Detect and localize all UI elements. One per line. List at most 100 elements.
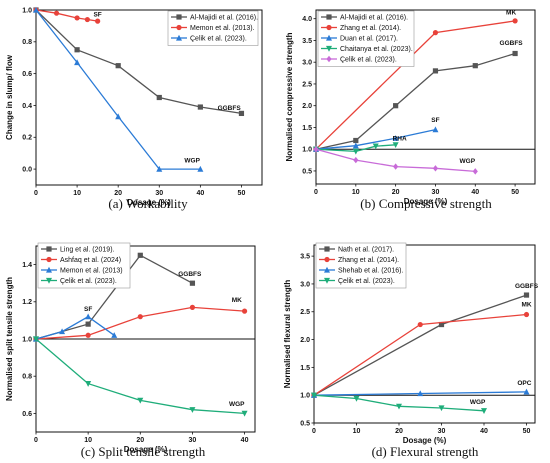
plot-frame: [35, 9, 263, 186]
data-point: [417, 321, 423, 328]
x-tick-label: 10: [84, 437, 92, 444]
data-point: [241, 308, 248, 314]
y-tick-label: 2.5: [300, 309, 310, 316]
data-point: [85, 381, 92, 387]
data-point: [74, 59, 81, 66]
series-3: [33, 6, 204, 172]
data-point: [84, 16, 90, 23]
legend-entry: Ling et al. (2019).: [60, 246, 115, 253]
data-point: [472, 63, 478, 69]
y-tick-label: 3.0: [302, 60, 312, 67]
annotation-label: WGP: [184, 158, 200, 165]
x-tick-label: 50: [523, 428, 531, 435]
x-tick-label: 10: [352, 189, 360, 196]
data-point: [512, 50, 518, 57]
legend-entry: Shehab et al. (2016).: [338, 267, 403, 274]
legend-entry: Al-Majidi et al. (2016).: [190, 14, 258, 21]
legend: Al-Majidi et al. (2016). Zhang et al. (20…: [317, 10, 415, 67]
y-tick-label: 3.5: [302, 38, 312, 45]
series-2: [33, 304, 248, 342]
x-tick-label: 40: [241, 437, 249, 444]
data-point: [33, 6, 39, 13]
legend-swatch-marker: [46, 266, 52, 273]
annotation-label: OPC: [517, 380, 531, 387]
data-point: [417, 390, 424, 397]
data-point: [189, 280, 196, 286]
data-point: [481, 408, 487, 414]
data-point: [74, 47, 80, 53]
series-line: [315, 144, 396, 153]
y-tick-label: 0.6: [22, 71, 32, 78]
data-point: [189, 407, 196, 413]
y-tick-label: 1.5: [302, 125, 312, 132]
panel-caption: (c) Split tensile strength: [81, 444, 206, 459]
legend-swatch-marker: [326, 45, 332, 52]
data-point: [472, 168, 478, 175]
x-axis-label: Dosage (%): [404, 197, 448, 206]
data-point: [392, 142, 399, 149]
x-tick-label: 10: [353, 428, 361, 435]
data-point: [115, 63, 121, 69]
y-tick-label: 2.0: [302, 103, 312, 110]
x-tick-label: 0: [34, 437, 38, 444]
y-tick-label: 2.0: [300, 337, 310, 344]
annotation-label: GGBFS: [178, 271, 202, 278]
y-tick-label: 0.2: [22, 135, 32, 142]
y-tick-label: 3.5: [300, 254, 310, 261]
panel-caption: (a) Workability: [108, 196, 188, 211]
legend-swatch-marker: [326, 24, 332, 31]
legend-swatch-marker: [324, 256, 330, 263]
legend: Nath et al. (2017). Zhang et al. (2014). S…: [315, 242, 407, 289]
data-point: [197, 165, 204, 172]
x-tick-label: 30: [155, 190, 163, 197]
data-point: [313, 146, 319, 153]
data-point: [523, 311, 530, 318]
data-point: [396, 403, 402, 410]
legend-swatch-marker: [326, 34, 332, 41]
x-tick-label: 40: [196, 190, 204, 197]
legend-entry: Duan et al. (2017).: [340, 35, 398, 42]
data-point: [59, 328, 66, 335]
data-point: [74, 15, 80, 21]
legend-entry: Al-Majidi et al. (2016).: [340, 14, 408, 21]
y-tick-label: 0.6: [22, 411, 32, 418]
y-tick-label: 1.0: [300, 393, 310, 400]
y-tick-label: 3.0: [300, 281, 310, 288]
legend: Al-Majidi et al. (2016). Memon et al. (20…: [167, 10, 259, 46]
annotation-label: GGBFS: [515, 283, 539, 290]
legend-entry: Zhang et al. (2014).: [338, 257, 399, 264]
legend-swatch-marker: [326, 14, 332, 20]
series-3: [311, 388, 530, 398]
legend-entry: Memon et al. (2013): [60, 267, 123, 274]
annotation-label: MK: [232, 297, 242, 304]
data-point: [353, 395, 360, 402]
data-point: [352, 148, 359, 155]
series-line: [315, 128, 436, 150]
panel-caption: (b) Compressive strength: [360, 196, 492, 211]
y-tick-label: 1.0: [22, 7, 32, 14]
data-point: [137, 314, 143, 320]
x-axis-label: Dosage (%): [124, 445, 168, 454]
y-tick-label: 0.5: [300, 420, 310, 427]
data-point: [372, 143, 379, 150]
x-tick-label: 30: [438, 428, 446, 435]
data-point: [85, 313, 92, 320]
legend-entry: Ashfaq et al. (2024): [60, 257, 121, 264]
y-tick-label: 1.5: [300, 365, 310, 372]
data-point: [392, 135, 399, 141]
legend-entry: Nath et al. (2017).: [338, 246, 394, 253]
annotation-label: SF: [431, 117, 439, 124]
annotation-label: WGP: [460, 158, 476, 165]
y-tick-label: 0.4: [22, 103, 32, 110]
chart-panel-1: 0 10 20 30 40 50 0.0 0.2 0.4 0.6 0.8 1.0 Dosage (%) C…: [5, 6, 263, 211]
annotation-label: SF: [93, 11, 101, 18]
data-point: [432, 30, 439, 36]
y-tick-label: 0.5: [302, 168, 312, 175]
series-4: [311, 392, 487, 414]
legend-swatch-marker: [46, 277, 52, 284]
legend-entry: Çelik et al. (2023).: [340, 56, 397, 63]
legend: Ling et al. (2019). Ashfaq et al. (2024) M…: [37, 242, 131, 289]
data-point: [512, 18, 518, 24]
chart-panel-2: 0 10 20 30 40 50 0.5 1.0 1.5 2.0 2.5 3.0 3.5 4.0 Dosag…: [285, 9, 536, 211]
